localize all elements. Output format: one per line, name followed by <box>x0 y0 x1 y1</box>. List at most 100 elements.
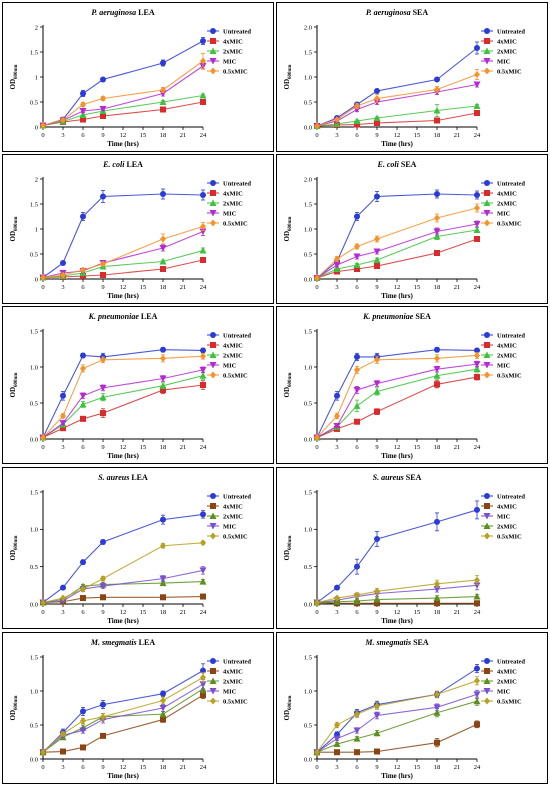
data-point <box>80 116 86 123</box>
legend-label: 4xMIC <box>497 342 517 349</box>
x-tick-label: 3 <box>61 132 64 139</box>
series-line <box>316 376 478 439</box>
chart-title: E. coli LEA <box>102 160 143 169</box>
x-tick-label: 6 <box>355 609 359 616</box>
data-point <box>80 708 86 715</box>
x-tick-label: 24 <box>200 764 207 771</box>
data-point <box>434 381 440 388</box>
legend-label: 0.5xMIC <box>223 372 248 379</box>
y-axis-label-subscript: 600nm <box>14 64 19 79</box>
y-axis-label-subscript: 600nm <box>288 64 293 79</box>
x-tick-label: 6 <box>81 764 85 771</box>
chart-title-species: P. aeruginosa <box>91 8 136 17</box>
y-tick-label: 1.0 <box>30 688 38 695</box>
data-point <box>160 690 166 697</box>
x-tick-label: 0 <box>41 764 44 771</box>
data-point <box>374 587 380 595</box>
legend-label: 4xMIC <box>223 668 243 675</box>
series-line <box>42 375 204 439</box>
x-tick-label: 24 <box>474 609 481 616</box>
series-line <box>316 193 478 279</box>
y-axis-label: OD600nm <box>9 535 19 561</box>
series-2xmic <box>39 684 207 756</box>
y-axis-label-od: OD <box>9 710 17 721</box>
series-line <box>316 579 478 604</box>
data-point <box>99 583 107 590</box>
data-point <box>199 247 207 254</box>
x-axis-label: Time (hrs) <box>107 452 139 460</box>
x-tick-label: 3 <box>335 284 338 291</box>
data-point <box>354 102 360 110</box>
data-point <box>334 584 340 591</box>
series-mic <box>39 679 207 756</box>
chart-title-suffix: SEA <box>411 8 429 17</box>
series-untreated <box>40 663 206 756</box>
legend-label: 2xMIC <box>223 513 243 520</box>
chart-title-species: S. aureus <box>98 473 129 482</box>
x-axis-label: Time (hrs) <box>107 292 139 300</box>
data-point <box>373 712 381 719</box>
chart-svg: K. pneumoniae SEA 0 3 6 9 12 15 18 21 24 0.0 0.5 1.0… <box>283 312 525 460</box>
legend-label: 4xMIC <box>497 668 517 675</box>
data-point <box>99 384 107 392</box>
data-point <box>434 86 440 93</box>
data-point <box>160 86 166 94</box>
x-tick-label: 21 <box>454 764 461 771</box>
legend-marker <box>483 688 491 695</box>
data-point <box>199 578 207 585</box>
data-point <box>199 681 207 688</box>
series-line <box>42 595 204 604</box>
legend-label: 0.5xMIC <box>497 698 522 705</box>
legend-label: MIC <box>497 688 511 695</box>
data-point <box>200 692 206 699</box>
legend-marker <box>209 512 217 519</box>
x-tick-label: 21 <box>180 609 187 616</box>
data-point <box>79 400 87 408</box>
legend-marker <box>209 351 217 358</box>
data-point <box>100 713 106 721</box>
data-point <box>354 749 360 756</box>
legend-label: Untreated <box>223 658 251 665</box>
panel-s-aureus-sea: S. aureus SEA 0 3 6 9 12 15 18 21 24 0.0 0.5 1.0 1.5 T… <box>276 467 548 629</box>
chart-title-species: E. coli <box>102 160 125 169</box>
legend-marker <box>483 47 491 54</box>
y-tick-label: 0.0 <box>304 276 312 283</box>
data-point <box>474 721 480 728</box>
series-line <box>42 513 204 603</box>
data-point <box>433 107 441 114</box>
data-point <box>100 272 106 278</box>
x-tick-label: 21 <box>454 444 461 451</box>
data-point <box>474 600 480 607</box>
data-point <box>60 392 66 399</box>
x-tick-label: 9 <box>101 764 104 771</box>
x-tick-label: 18 <box>434 609 441 616</box>
y-axis-label-od: OD <box>283 387 291 398</box>
data-point <box>199 92 207 99</box>
series-line <box>316 584 478 604</box>
data-point <box>80 352 86 359</box>
legend-label: 2xMIC <box>497 678 517 685</box>
data-point <box>473 361 481 368</box>
legend-label: 2xMIC <box>223 352 243 359</box>
legend-label: MIC <box>223 523 237 530</box>
chart-title: P. aeruginosa SEA <box>366 8 429 17</box>
x-tick-label: 12 <box>394 284 401 291</box>
data-point <box>353 117 361 124</box>
y-tick-label: 0.0 <box>30 601 38 608</box>
x-tick-label: 0 <box>41 132 44 139</box>
data-point <box>473 697 481 705</box>
x-tick-label: 15 <box>414 609 421 616</box>
data-point <box>80 213 86 220</box>
x-tick-label: 18 <box>160 132 167 139</box>
y-axis-label: OD600nm <box>283 535 293 561</box>
y-tick-label: 0.0 <box>304 436 312 443</box>
y-axis-label-od: OD <box>283 231 291 242</box>
x-tick-label: 0 <box>315 132 318 139</box>
y-axis-label: OD600nm <box>283 372 293 398</box>
y-axis-label-od: OD <box>9 231 17 242</box>
legend-marker <box>210 67 216 75</box>
data-point <box>60 412 66 420</box>
data-point <box>374 120 380 126</box>
x-tick-label: 9 <box>375 132 378 139</box>
series-line <box>316 354 478 438</box>
